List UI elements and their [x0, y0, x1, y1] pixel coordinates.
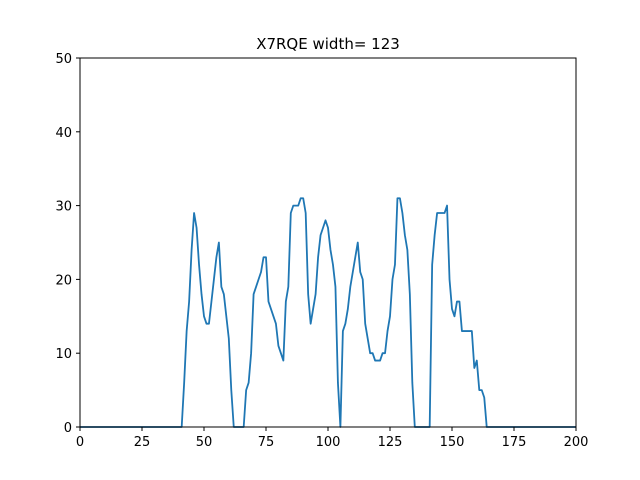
x-tick-label: 50: [196, 435, 213, 450]
chart-title: X7RQE width= 123: [256, 35, 400, 53]
y-tick-label: 0: [64, 421, 72, 436]
y-tick-label: 50: [55, 52, 72, 67]
x-tick-label: 200: [564, 435, 589, 450]
y-tick-label: 40: [55, 126, 72, 141]
x-tick-label: 100: [316, 435, 341, 450]
x-tick-label: 175: [502, 435, 527, 450]
data-line: [80, 197, 576, 428]
x-tick-label: 0: [76, 435, 84, 450]
y-tick-label: 30: [55, 200, 72, 215]
y-tick-label: 20: [55, 273, 72, 288]
y-tick-label: 10: [55, 347, 72, 362]
x-tick-label: 25: [134, 435, 151, 450]
x-tick-label: 150: [440, 435, 465, 450]
x-tick-label: 75: [258, 435, 275, 450]
x-tick-label: 125: [378, 435, 403, 450]
